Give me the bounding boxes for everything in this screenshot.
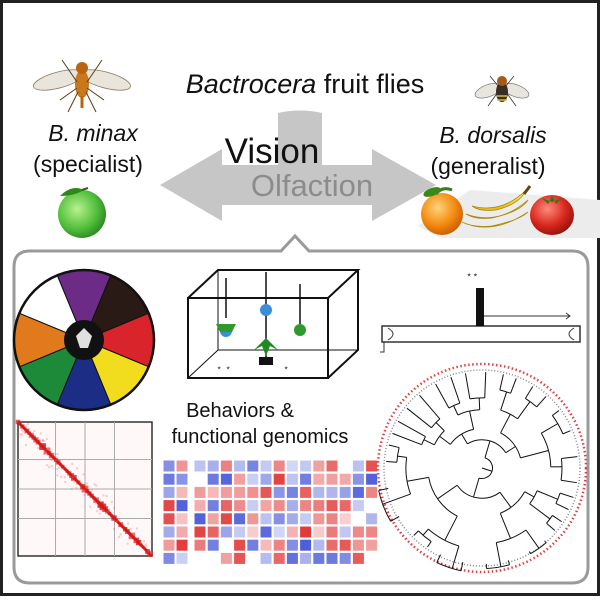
arrow-label-olfaction: Olfaction (251, 168, 373, 203)
panel-caption-line2: functional genomics (172, 426, 349, 448)
left-species-name: B. minax (48, 120, 139, 146)
hic-contact-map-icon (16, 420, 153, 557)
color-wheel-icon (14, 270, 154, 410)
right-species-role: (generalist) (430, 153, 545, 179)
svg-text:⋆: ⋆ (283, 363, 289, 374)
svg-text:⋆⋆: ⋆⋆ (466, 270, 479, 281)
tomato-icon (530, 195, 574, 235)
page-title: Bactrocera fruit flies (186, 69, 425, 99)
right-species-name: B. dorsalis (439, 122, 547, 148)
arrow-label-vision: Vision (225, 132, 320, 171)
panel-caption-line1: Behaviors & (186, 400, 294, 422)
svg-text:⋆ ⋆: ⋆ ⋆ (216, 363, 231, 374)
left-species-role: (specialist) (33, 151, 143, 177)
